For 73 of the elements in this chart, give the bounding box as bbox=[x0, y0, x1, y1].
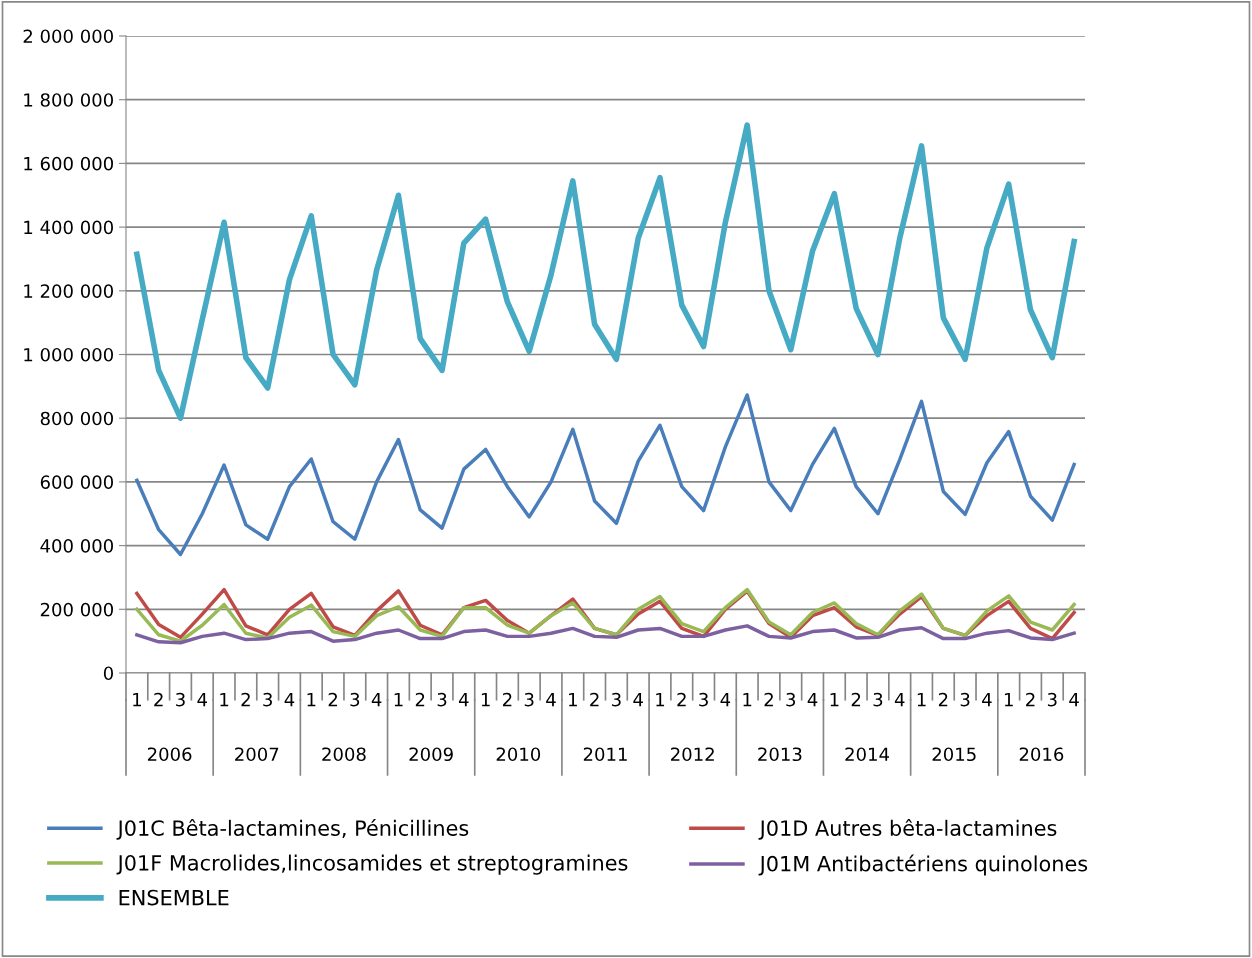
line-series bbox=[135, 393, 1076, 557]
x-tick-label: 1 bbox=[917, 693, 926, 707]
text: 2008 bbox=[322, 747, 366, 762]
x-tick-label: 2 bbox=[938, 692, 948, 707]
x-tick-label: 3 bbox=[437, 692, 447, 707]
x-tick-label: 2 bbox=[851, 692, 861, 707]
x-tick-label: 4 bbox=[371, 693, 382, 707]
text: 2016 bbox=[1019, 747, 1064, 762]
x-tick-label: 3 bbox=[873, 692, 883, 707]
x-tick-label: 2 bbox=[764, 692, 773, 707]
y-tick-label: 1 800 000 bbox=[24, 93, 113, 107]
x-tick-label: 1 bbox=[220, 693, 229, 707]
x-tick-label: 4 bbox=[982, 693, 992, 707]
text: 2011 bbox=[583, 747, 627, 762]
x-tick-label: 4 bbox=[197, 693, 208, 707]
x-tick-label: 1 bbox=[133, 693, 141, 707]
y-tick-label: 2 000 000 bbox=[23, 29, 113, 44]
x-tick-label: 4 bbox=[458, 693, 469, 707]
x-tick-label: 4 bbox=[807, 693, 818, 707]
x-tick-label: 3 bbox=[612, 692, 621, 707]
text: 2006 bbox=[147, 747, 192, 762]
legend-label: ENSEMBLE bbox=[119, 889, 229, 906]
x-tick-label: 2 bbox=[415, 692, 425, 707]
y-tick-label: 0 bbox=[103, 666, 113, 681]
x-tick-label: 4 bbox=[1069, 693, 1079, 707]
x-tick-label: 1 bbox=[830, 693, 839, 707]
x-tick-label: 1 bbox=[656, 693, 665, 707]
x-tick-label: 4 bbox=[894, 693, 905, 707]
x-tick-label: 3 bbox=[524, 692, 534, 707]
x-tick-label: 4 bbox=[546, 693, 556, 707]
y-tick-label: 1 200 000 bbox=[24, 284, 113, 298]
x-tick-label: 4 bbox=[284, 693, 295, 707]
legend-label: J01D Autres bêta-lactamines bbox=[758, 818, 1057, 840]
legend-label: J01M Antibactériens quinolones bbox=[758, 854, 1088, 876]
y-tick-label: 1 400 000 bbox=[24, 220, 113, 235]
y-tick-label: 800 000 bbox=[40, 411, 113, 426]
x-tick-label: 4 bbox=[633, 693, 643, 707]
x-tick-label: 3 bbox=[699, 692, 708, 707]
y-tick-label: 600 000 bbox=[40, 475, 113, 490]
y-tick-label: 1 000 000 bbox=[24, 347, 113, 362]
x-tick-label: 3 bbox=[263, 692, 272, 707]
y-tick-label: 400 000 bbox=[40, 539, 113, 553]
x-tick-label: 2 bbox=[1026, 692, 1035, 707]
x-tick-label: 1 bbox=[1004, 693, 1013, 707]
x-tick-label: 1 bbox=[743, 693, 752, 707]
x-tick-label: 3 bbox=[350, 692, 360, 707]
line-series bbox=[135, 624, 1076, 645]
text: 2010 bbox=[496, 747, 541, 762]
text: 2014 bbox=[845, 747, 890, 762]
legend-label: J01C Bêta-lactamines, Pénicillines bbox=[116, 818, 469, 840]
x-tick-label: 2 bbox=[241, 692, 250, 707]
x-tick-label: 2 bbox=[590, 692, 599, 707]
x-tick-label: 2 bbox=[503, 692, 512, 707]
x-tick-label: 3 bbox=[960, 692, 970, 707]
x-tick-label: 3 bbox=[1047, 692, 1057, 707]
text: 2007 bbox=[235, 747, 279, 762]
x-tick-label: 1 bbox=[394, 693, 403, 707]
x-tick-label: 1 bbox=[307, 693, 316, 707]
x-tick-label: 1 bbox=[569, 693, 577, 707]
text: 2012 bbox=[671, 747, 714, 762]
text: 2015 bbox=[932, 747, 976, 762]
x-tick-label: 3 bbox=[176, 692, 185, 707]
legend-label: J01F Macrolides,lincosamides et streptogramines bbox=[116, 854, 628, 875]
text: 2013 bbox=[758, 747, 802, 762]
x-tick-label: 3 bbox=[786, 692, 796, 707]
x-tick-label: 2 bbox=[154, 692, 163, 707]
y-tick-label: 1 600 000 bbox=[24, 156, 113, 171]
x-tick-label: 1 bbox=[481, 693, 490, 707]
y-tick-label: 200 000 bbox=[40, 602, 113, 617]
x-tick-label: 2 bbox=[328, 692, 337, 707]
x-tick-label: 4 bbox=[720, 693, 731, 707]
text: 2009 bbox=[409, 747, 453, 762]
x-tick-label: 2 bbox=[677, 692, 686, 707]
